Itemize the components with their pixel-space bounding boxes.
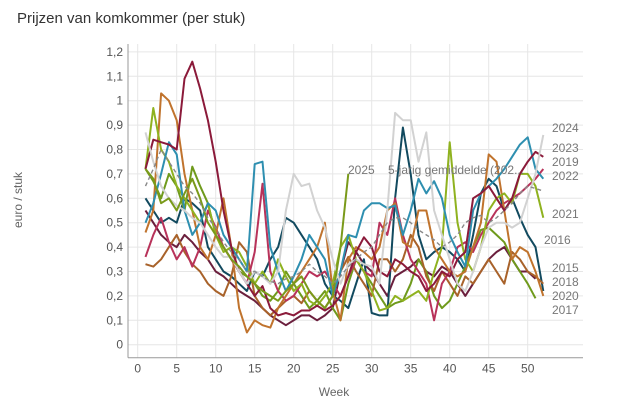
x-axis-label: Week [319,385,350,399]
y-tick-label: 0,1 [106,313,123,327]
series-label: 2017 [552,303,579,317]
x-tick-label: 25 [326,362,340,376]
x-tick-label: 35 [404,362,418,376]
series-line-2023[interactable] [144,60,544,317]
series-line-2022[interactable] [144,136,545,297]
y-tick-label: 0,2 [106,289,123,303]
series-label: 2015 [552,261,579,275]
y-tick-label: 0,5 [106,216,123,230]
x-tick-label: 50 [521,362,535,376]
chart-title: Prijzen van komkommer (per stuk) [17,10,246,27]
axes: 0 0,1 0,2 0,3 0,4 0,5 0,6 0,7 0,8 0,9 1 1,1 1,2 0 5 10 1… [106,44,583,376]
y-tick-label: 1,1 [106,69,123,83]
series-label: 2020 [552,289,579,303]
series-lines [144,60,545,334]
series-label: 2018 [552,275,579,289]
y-axis-label: euro / stuk [11,171,25,228]
y-tick-label: 0,4 [106,240,123,254]
series-labels: 2015 2016 2017 2018 2019 2020 2021 2022 2023 2024… [348,121,579,317]
x-tick-label: 15 [248,362,262,376]
x-tick-label: 45 [482,362,496,376]
y-tick-label: 1,2 [106,45,123,59]
x-tick-label: 5 [173,362,180,376]
series-label: 2024 [552,121,579,135]
series-label: 2022 [552,169,579,183]
series-label: 2025 [348,163,375,177]
series-line-2025[interactable] [144,168,350,310]
series-label: 2023 [552,141,579,155]
grid [128,44,583,358]
series-label: 2019 [552,155,579,169]
x-tick-label: 40 [443,362,457,376]
y-tick-label: 0,7 [106,167,123,181]
series-line-2018[interactable] [145,233,544,317]
y-tick-label: 0,6 [106,191,123,205]
x-tick-label: 10 [209,362,223,376]
x-tick-label: 0 [134,362,141,376]
y-tick-label: 1 [116,94,123,108]
y-tick-label: 0,9 [106,118,123,132]
y-tick-label: 0,8 [106,143,123,157]
series-line-2020[interactable] [144,92,545,334]
x-tick-label: 20 [287,362,301,376]
series-label: 2021 [552,207,579,221]
y-tick-label: 0 [116,338,123,352]
series-line-2024[interactable] [144,111,545,292]
series-line-5-jarig-gemiddelde[interactable] [144,148,544,285]
series-label: 5-jarig gemiddelde (202... [388,163,524,177]
y-tick-label: 0,3 [106,265,123,279]
x-tick-label: 30 [365,362,379,376]
series-label: 2016 [544,233,571,247]
